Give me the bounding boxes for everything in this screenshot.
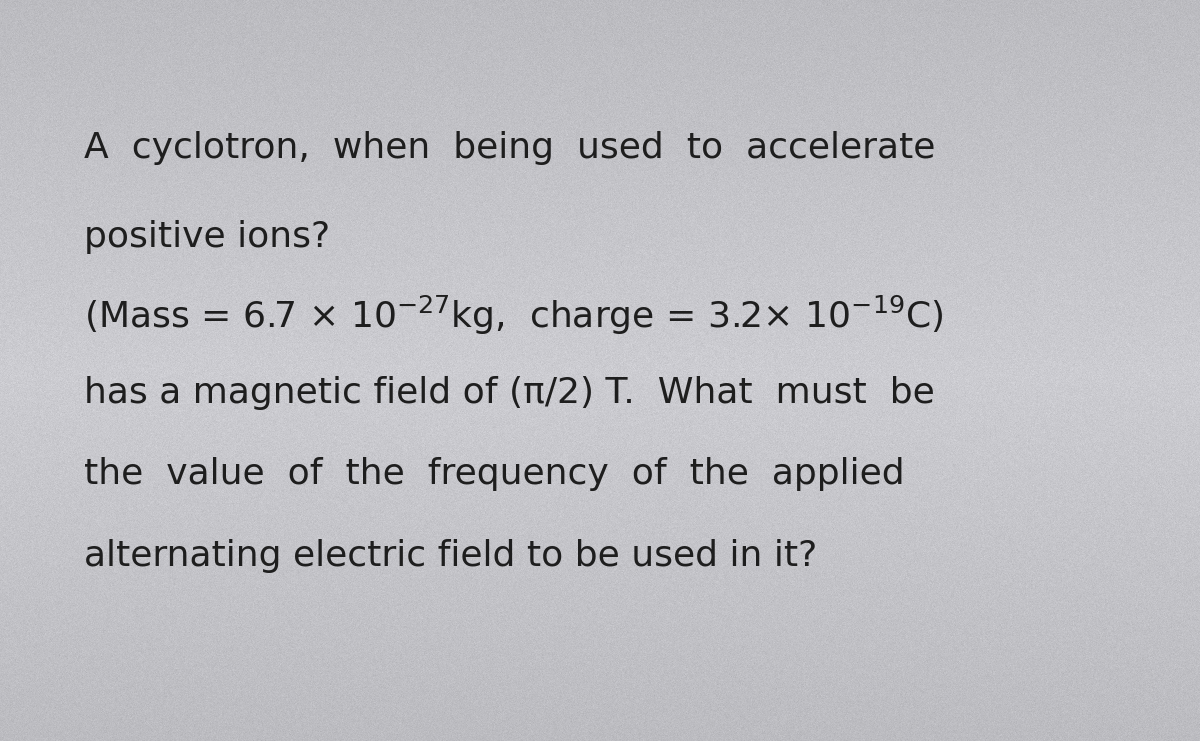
Text: the  value  of  the  frequency  of  the  applied: the value of the frequency of the applie…	[84, 457, 905, 491]
Text: has a magnetic field of (π/2) T.  What  must  be: has a magnetic field of (π/2) T. What mu…	[84, 376, 935, 410]
Text: A  cyclotron,  when  being  used  to  accelerate: A cyclotron, when being used to accelera…	[84, 131, 935, 165]
Text: alternating electric field to be used in it?: alternating electric field to be used in…	[84, 539, 817, 573]
Text: positive ions?: positive ions?	[84, 220, 330, 254]
Text: (Mass = 6.7 $\times$ 10$^{-27}$kg,  charge = 3.2$\times$ 10$^{-19}$C): (Mass = 6.7 $\times$ 10$^{-27}$kg, charg…	[84, 293, 943, 336]
